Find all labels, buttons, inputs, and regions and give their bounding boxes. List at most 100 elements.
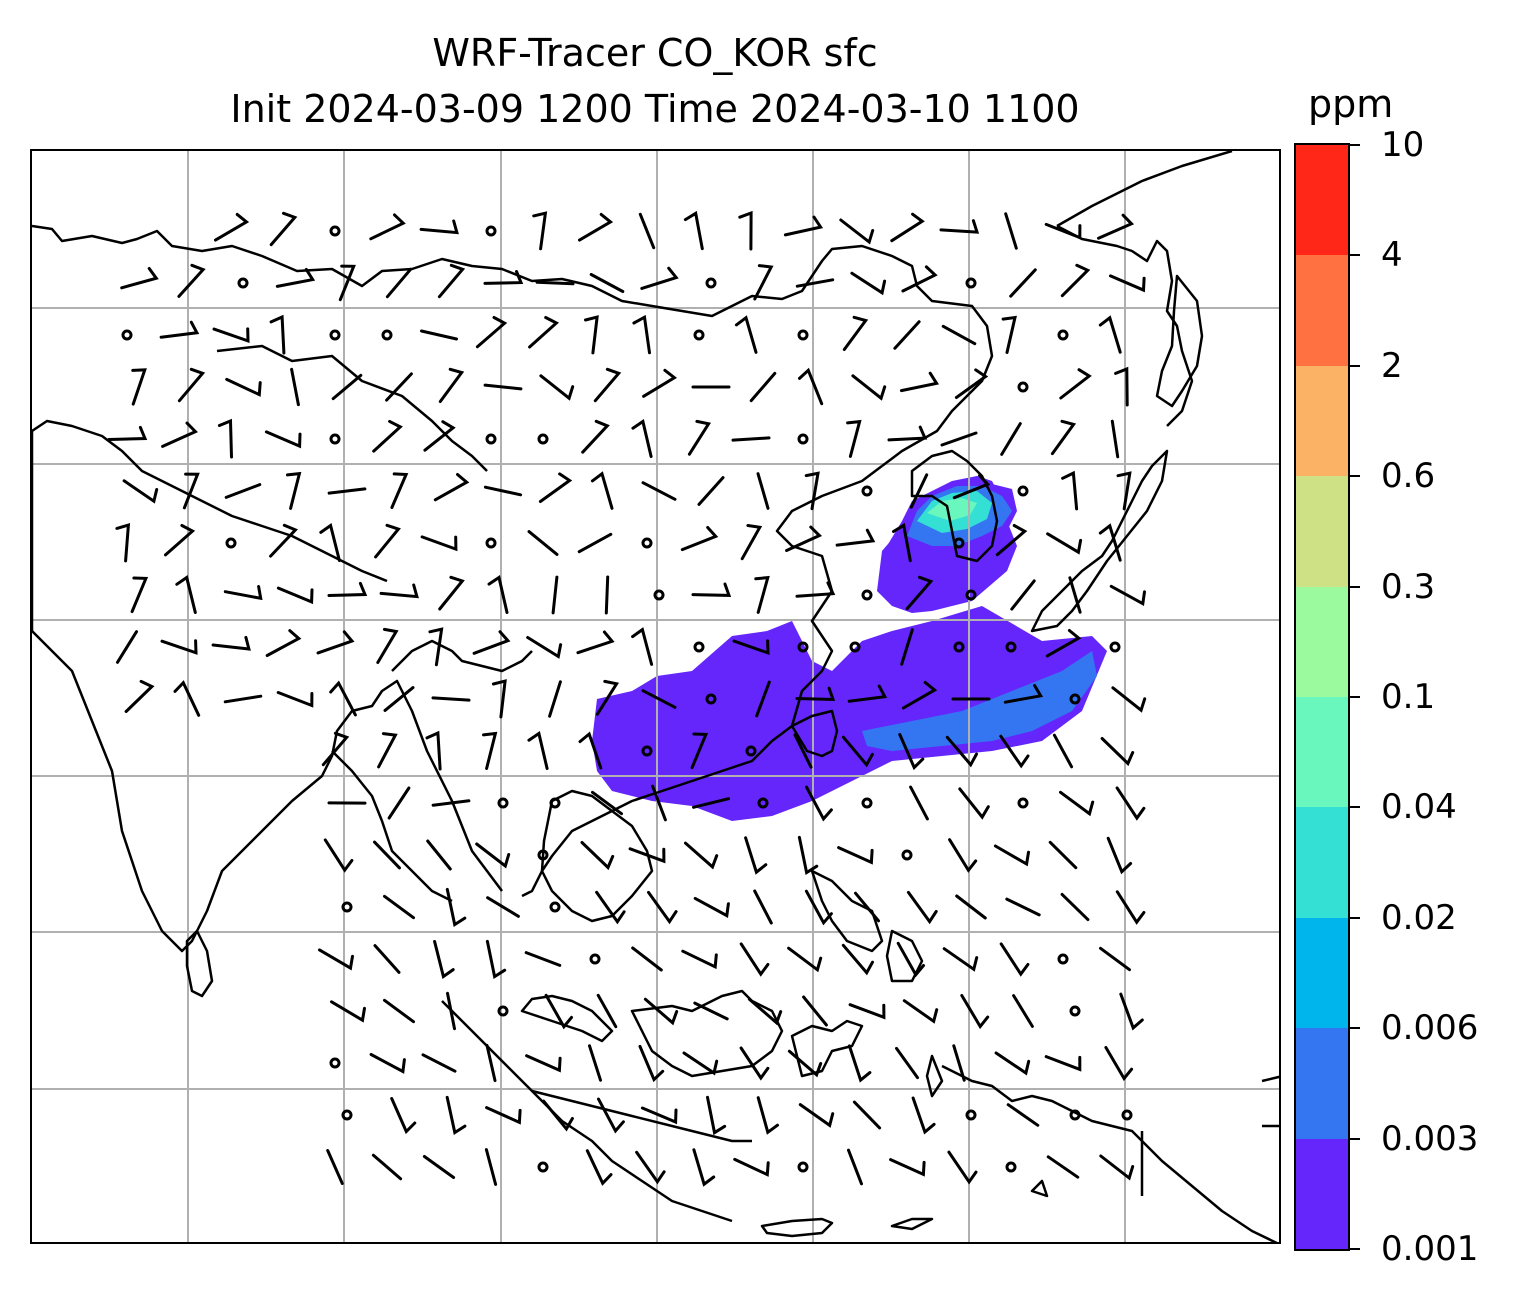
wind-barb [1005, 897, 1041, 917]
wind-barb [740, 524, 763, 561]
wind-barb [1119, 992, 1144, 1031]
calm-circle [1057, 953, 1069, 965]
calm-circle [381, 329, 393, 341]
wind-barb [900, 628, 914, 666]
wind-barb [124, 679, 155, 713]
wind-barbs [107, 210, 1147, 1187]
wind-barb [431, 696, 471, 702]
wind-barb [1099, 946, 1131, 972]
calm-circle [537, 849, 549, 861]
wind-barb [551, 575, 559, 615]
wind-barb [692, 797, 730, 809]
wind-barb [433, 473, 470, 502]
wind-barb [893, 320, 921, 350]
wind-barb [585, 1149, 613, 1186]
wind-barb [433, 940, 455, 979]
wind-barb [687, 419, 712, 456]
wind-barb [446, 991, 456, 1031]
colorbar-tick-label: 4 [1381, 235, 1403, 276]
wind-barb [212, 327, 250, 344]
wind-barb [1044, 1055, 1082, 1072]
wind-barb [995, 524, 1028, 557]
wind-barb [753, 889, 773, 925]
wind-barb [483, 383, 523, 391]
colorbar-unit: ppm [1308, 82, 1394, 126]
wind-barb [116, 630, 138, 664]
wind-barb [319, 523, 341, 562]
wind-barb [374, 523, 401, 559]
wind-barb [684, 841, 719, 870]
wind-barb [211, 635, 251, 651]
calm-circle [237, 277, 249, 289]
wind-barb [638, 1044, 665, 1083]
wind-barb [1052, 733, 1074, 769]
wind-barb [999, 942, 1030, 977]
wind-barb [526, 636, 563, 659]
wind-barb [527, 731, 549, 770]
wind-barb [475, 842, 511, 869]
calm-circle [1005, 1161, 1017, 1173]
wind-barb [316, 630, 355, 655]
wind-barb [1012, 994, 1034, 1028]
colorbar-tick [1350, 585, 1360, 588]
colorbar-segment [1296, 475, 1348, 587]
calm-circle [1121, 1109, 1133, 1121]
wind-barb [755, 680, 771, 718]
wind-barb [901, 680, 938, 710]
wind-barb [379, 583, 419, 599]
calm-circle [953, 641, 965, 653]
wind-barb [223, 585, 263, 601]
wind-barb [485, 1043, 497, 1083]
wind-barb [475, 316, 508, 349]
calm-circle [1069, 1005, 1081, 1017]
calm-circle [1017, 797, 1029, 809]
wind-barb [535, 280, 575, 286]
wind-barb [486, 896, 520, 918]
wind-barb [578, 731, 603, 770]
wind-barb [329, 680, 357, 717]
wind-barb [994, 1051, 1031, 1076]
wind-barb [177, 263, 206, 298]
wind-barb [909, 785, 929, 821]
wind-barb [647, 890, 678, 925]
wind-barb [385, 267, 413, 299]
wind-barb [960, 994, 990, 1030]
wind-barb [1099, 1154, 1135, 1181]
wind-barb [160, 639, 198, 655]
colorbar-tick [1350, 806, 1360, 809]
wind-barb [896, 941, 925, 978]
calm-circle [225, 537, 237, 549]
wind-barb [683, 210, 704, 251]
wind-barb [331, 373, 363, 401]
wind-barb [848, 1003, 886, 1020]
wind-barb [1061, 470, 1079, 511]
calm-wind-markers [121, 225, 1133, 1173]
colorbar-tick [1350, 1027, 1360, 1030]
wind-barb [1003, 684, 1044, 704]
wind-barb [595, 890, 626, 925]
wind-barb [906, 890, 938, 925]
wind-barb [1010, 579, 1036, 611]
wind-barb [734, 315, 758, 354]
wind-barb [588, 1044, 602, 1082]
calm-circle [121, 329, 133, 341]
wind-barb [1059, 368, 1092, 400]
wind-barb [798, 1103, 835, 1128]
wind-barb [651, 784, 667, 822]
calm-circle [329, 225, 341, 237]
wind-barb [276, 691, 314, 708]
calm-circle [1017, 485, 1029, 497]
wind-barb [390, 1097, 417, 1135]
wind-barb [548, 680, 562, 718]
wind-barb [225, 377, 262, 397]
wind-barb [115, 523, 131, 563]
wind-barb [330, 1000, 366, 1023]
wind-barb [691, 582, 732, 597]
colorbar [1294, 143, 1350, 1251]
calm-circle [329, 329, 341, 341]
colorbar-tick [1350, 1248, 1360, 1250]
coastlines [32, 151, 1279, 1242]
wind-barb [1106, 836, 1133, 875]
wind-barb [682, 1051, 719, 1076]
wind-barb [596, 993, 618, 1029]
